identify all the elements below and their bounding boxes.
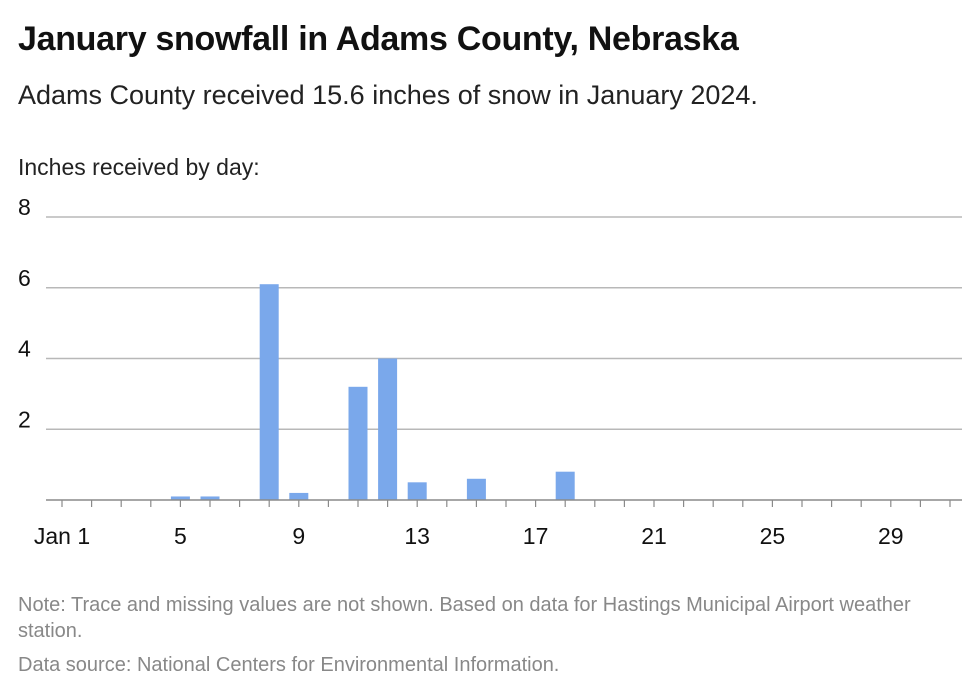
x-tick-label: 25 [760,523,786,549]
y-tick-label: 6 [18,265,31,291]
grid-layer: 2 4 6 8 [18,195,962,432]
x-tick-label: 29 [878,523,904,549]
x-tick-label: 17 [523,523,549,549]
bar-day-8 [259,284,279,500]
y-tick-label: 2 [18,406,31,432]
data-source: Data source: National Centers for Enviro… [18,654,560,676]
chart-subtitle: Adams County received 15.6 inches of sno… [18,80,758,110]
x-tick-label: 13 [404,523,430,549]
bar-day-13 [407,482,427,500]
y-tick-label: 4 [18,336,31,362]
bar-day-5 [170,496,190,500]
bar-day-11 [348,386,368,500]
y-axis-label: Inches received by day: [18,154,260,180]
x-tick-label: 5 [174,523,187,549]
bar-day-6 [200,496,220,500]
bar-day-18 [555,471,575,500]
chart-title: January snowfall in Adams County, Nebras… [18,20,739,58]
y-tick-label: 8 [18,195,31,220]
axis-layer: Jan 1 5 9 13 17 21 25 29 [34,499,962,549]
bar-day-9 [289,492,309,500]
chart-note: Note: Trace and missing values are not s… [18,594,911,642]
snowfall-bar-chart: 2 4 6 8 Jan 1 5 9 13 17 21 25 29 [18,195,962,549]
bar-day-12 [378,358,398,500]
x-tick-label: 9 [292,523,305,549]
bar-day-15 [466,478,486,500]
x-tick-label: 21 [641,523,667,549]
bar-layer [170,284,575,500]
x-tick-label: Jan 1 [34,523,90,549]
